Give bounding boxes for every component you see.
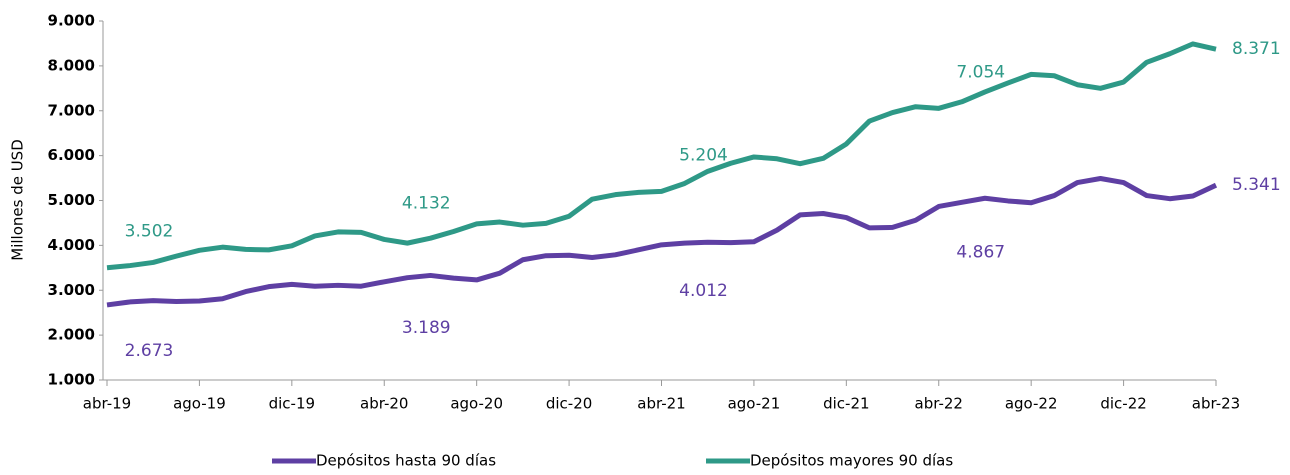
data-label: 5.341	[1232, 175, 1281, 195]
y-tick-label: 1.000	[48, 371, 95, 389]
y-tick-label: 6.000	[48, 146, 95, 164]
data-label: 3.502	[125, 222, 174, 242]
x-tick-label: abr-19	[83, 395, 131, 413]
y-tick-label: 7.000	[48, 101, 95, 119]
legend-label: Depósitos hasta 90 días	[316, 452, 496, 470]
y-tick-label: 8.000	[48, 56, 95, 74]
line	[106, 176, 1218, 308]
x-tick-label: abr-21	[637, 395, 685, 413]
data-label: 4.012	[679, 281, 728, 301]
x-tick-label: ago-22	[1005, 395, 1058, 413]
x-tick-label: abr-22	[915, 395, 963, 413]
data-label: 4.132	[402, 193, 451, 213]
y-axis-label: Millones de USD	[9, 139, 27, 261]
data-label: 2.673	[125, 341, 174, 361]
x-tick-label: ago-19	[173, 395, 226, 413]
y-tick-label: 4.000	[48, 236, 95, 254]
line	[106, 41, 1217, 271]
data-label: 8.371	[1232, 39, 1281, 59]
x-tick-label: dic-20	[546, 395, 592, 413]
legend-label: Depósitos mayores 90 días	[750, 452, 953, 470]
x-tick-label: abr-20	[360, 395, 408, 413]
x-tick-label: dic-19	[269, 395, 315, 413]
data-label: 4.867	[956, 242, 1005, 262]
data-label: 7.054	[956, 62, 1005, 82]
x-tick-label: ago-20	[450, 395, 503, 413]
x-tick-label: dic-21	[823, 395, 869, 413]
x-tick-label: abr-23	[1192, 395, 1240, 413]
x-tick-label: ago-21	[728, 395, 781, 413]
y-tick-label: 5.000	[48, 191, 95, 209]
y-tick-label: 9.000	[48, 12, 95, 30]
y-tick-label: 2.000	[48, 326, 95, 344]
y-tick-label: 3.000	[48, 281, 95, 299]
data-label: 3.189	[402, 318, 451, 338]
x-tick-label: dic-22	[1100, 395, 1146, 413]
data-label: 5.204	[679, 145, 728, 165]
